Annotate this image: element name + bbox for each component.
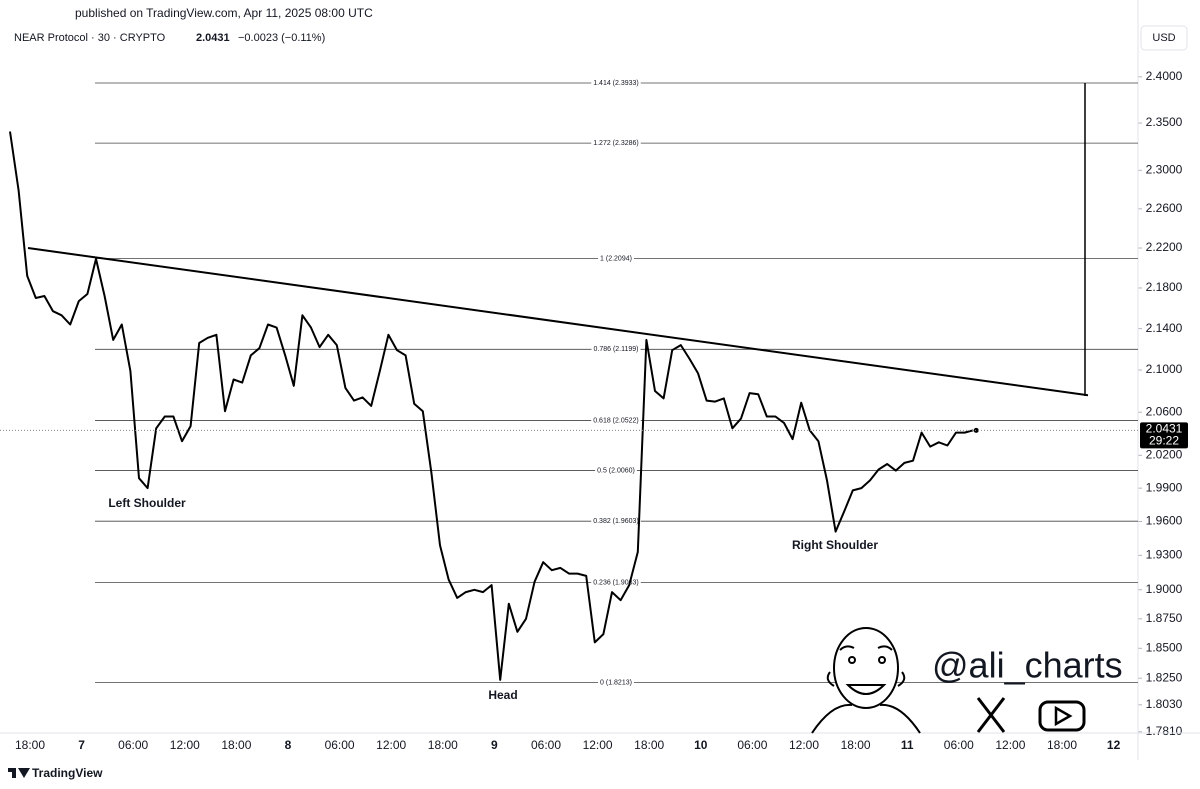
header-price: 2.0431 xyxy=(196,32,230,44)
x-tick-label: 18:00 xyxy=(15,738,45,752)
x-tick-label: 06:00 xyxy=(118,738,148,752)
y-tick-label: 1.8250 xyxy=(1146,670,1183,684)
x-tick-label: 11 xyxy=(901,738,914,752)
price-line xyxy=(9,131,974,681)
x-tick-label: 8 xyxy=(285,738,292,752)
fib-label-bg xyxy=(591,579,641,587)
fib-label: 0.5 (2.0060) xyxy=(597,467,635,474)
x-tick-label: 9 xyxy=(491,738,498,752)
last-price-label: 2.0431 xyxy=(1146,422,1183,436)
x-tick-label: 18:00 xyxy=(634,738,664,752)
fib-label: 0.618 (2.0522) xyxy=(593,417,639,424)
y-tick-label: 1.8500 xyxy=(1146,640,1183,654)
y-tick-label: 1.9600 xyxy=(1146,514,1183,528)
y-tick-label: 2.2200 xyxy=(1146,240,1183,254)
fib-label: 1.272 (2.3286) xyxy=(593,140,639,147)
youtube-icon xyxy=(1038,700,1086,732)
countdown: 29:22 xyxy=(1149,434,1179,448)
currency[interactable]: USD xyxy=(1152,32,1175,44)
x-tick-label: 7 xyxy=(78,738,85,752)
x-tick-label: 06:00 xyxy=(944,738,974,752)
fib-label-bg xyxy=(591,139,641,147)
y-tick-label: 1.9300 xyxy=(1146,548,1183,562)
last-point xyxy=(973,427,979,433)
fib-label-bg xyxy=(591,79,641,87)
x-tick-label: 12:00 xyxy=(789,738,819,752)
published-note: published on TradingView.com, Apr 11, 20… xyxy=(75,6,373,20)
x-tick-label: 12:00 xyxy=(583,738,613,752)
brand-logo xyxy=(8,768,30,778)
x-tick-label: 12 xyxy=(1107,738,1121,752)
fib-label-bg xyxy=(591,346,641,354)
neckline xyxy=(27,247,1089,397)
annotation: Left Shoulder xyxy=(108,496,186,510)
annotation: Right Shoulder xyxy=(792,538,878,552)
x-tick-label: 18:00 xyxy=(221,738,251,752)
symbol: NEAR Protocol · 30 · CRYPTO xyxy=(14,32,166,44)
watermark: @ali_charts xyxy=(932,645,1123,686)
x-tick-label: 18:00 xyxy=(428,738,458,752)
y-tick-label: 1.7810 xyxy=(1146,724,1183,738)
fib-label: 1 (2.2094) xyxy=(600,255,632,262)
fib-label-bg xyxy=(591,417,641,425)
x-tick-label: 06:00 xyxy=(531,738,561,752)
avatar xyxy=(811,627,921,734)
last-price-box xyxy=(1140,422,1188,449)
y-tick-label: 1.9900 xyxy=(1146,480,1183,494)
annotation: Head xyxy=(488,688,517,702)
y-tick-label: 2.1800 xyxy=(1146,280,1183,294)
y-tick-label: 2.3500 xyxy=(1146,115,1183,129)
fib-label-bg xyxy=(598,255,634,263)
youtube-play xyxy=(1054,705,1073,727)
fib-label: 0.786 (2.1199) xyxy=(593,346,638,353)
y-tick-label: 2.2600 xyxy=(1146,201,1183,215)
y-tick-label: 2.1000 xyxy=(1146,362,1183,376)
x-tick-label: 12:00 xyxy=(995,738,1025,752)
fib-label: 1.414 (2.3933) xyxy=(593,80,639,87)
fib-label-bg xyxy=(591,518,641,526)
x-tick-label: 06:00 xyxy=(325,738,355,752)
header-change: −0.0023 (−0.11%) xyxy=(238,32,325,44)
fib-label: 0.236 (1.9063) xyxy=(593,579,639,586)
y-tick-label: 1.8030 xyxy=(1146,697,1183,711)
target-line xyxy=(1084,82,1088,397)
x-tick-label: 18:00 xyxy=(1047,738,1077,752)
fib-label-bg xyxy=(595,467,637,475)
currency-box[interactable] xyxy=(1140,25,1188,51)
x-tick-label: 18:00 xyxy=(841,738,871,752)
y-tick-label: 2.4000 xyxy=(1146,69,1183,83)
fib-label: 0 (1.8213) xyxy=(600,679,632,686)
y-tick-label: 1.9000 xyxy=(1146,582,1183,596)
x-icon xyxy=(976,697,1006,733)
y-tick-label: 2.1400 xyxy=(1146,321,1183,335)
y-tick-label: 2.0200 xyxy=(1146,447,1183,461)
fib-label: 0.382 (1.9603) xyxy=(593,518,639,525)
fib-label-bg xyxy=(598,679,634,687)
y-tick-label: 2.3000 xyxy=(1146,162,1183,176)
x-tick-label: 06:00 xyxy=(737,738,767,752)
y-tick-label: 2.0600 xyxy=(1146,404,1183,418)
brand: TradingView xyxy=(32,766,103,780)
x-tick-label: 10 xyxy=(694,738,708,752)
y-tick-label: 1.8750 xyxy=(1146,611,1183,625)
plot: 2.4000 2.3500 2.3000 2.2600 2.2200 2.1800 2.14… xyxy=(0,0,1200,760)
x-tick-label: 12:00 xyxy=(376,738,406,752)
x-tick-label: 12:00 xyxy=(170,738,200,752)
